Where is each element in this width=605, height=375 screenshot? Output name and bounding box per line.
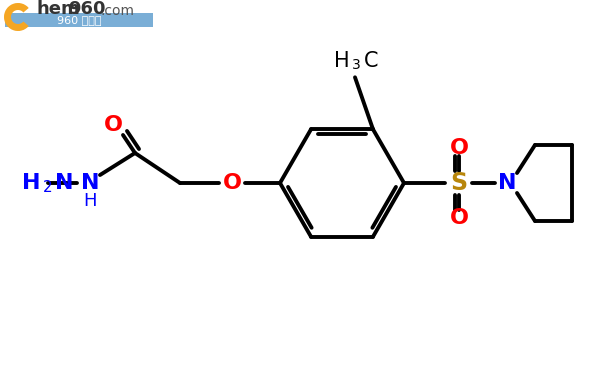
Text: 960: 960 xyxy=(68,0,105,18)
Text: O: O xyxy=(103,115,122,135)
Text: S: S xyxy=(451,171,468,195)
Text: .com: .com xyxy=(100,4,134,18)
Text: N: N xyxy=(498,173,516,193)
Text: N: N xyxy=(80,173,99,193)
Text: H: H xyxy=(83,192,97,210)
Bar xyxy=(5,13,153,27)
Text: H: H xyxy=(22,173,40,193)
Wedge shape xyxy=(4,3,28,31)
Text: O: O xyxy=(450,138,468,158)
Text: 960 化工网: 960 化工网 xyxy=(57,15,101,25)
Text: H: H xyxy=(335,51,350,71)
Text: 3: 3 xyxy=(352,58,361,72)
Text: hem: hem xyxy=(36,0,80,18)
Text: N: N xyxy=(55,173,73,193)
Text: C: C xyxy=(364,51,379,71)
Text: O: O xyxy=(223,173,241,193)
Text: 2: 2 xyxy=(43,180,53,195)
Text: O: O xyxy=(450,208,468,228)
